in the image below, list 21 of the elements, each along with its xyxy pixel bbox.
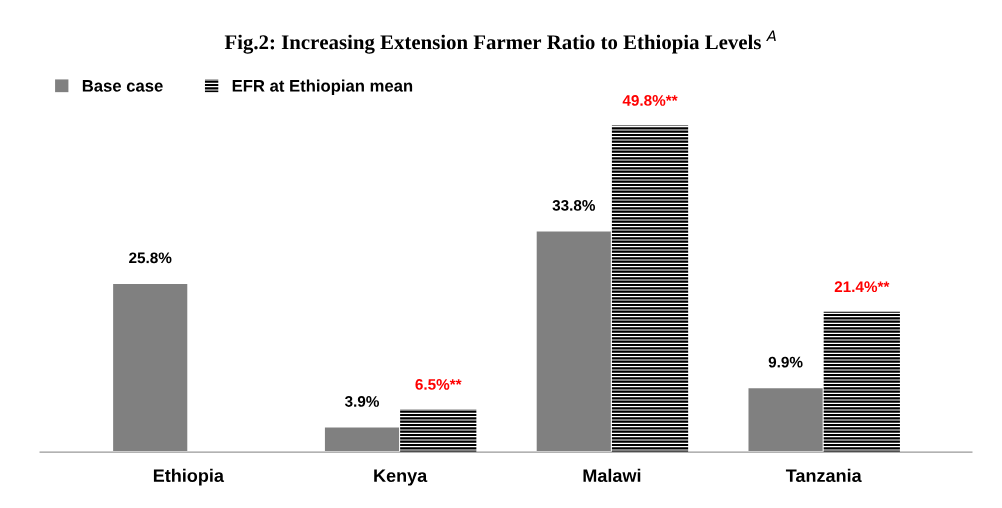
legend-label: Base case	[82, 80, 163, 92]
bar	[111, 281, 190, 453]
data-label: 9.9%	[768, 356, 803, 368]
data-label: 49.8%**	[622, 95, 678, 106]
data-label: 33.8%	[552, 199, 596, 211]
x-tick-label: Malawi	[583, 468, 641, 483]
x-tick-label: Ethiopia	[153, 468, 225, 486]
data-label: 25.8%	[129, 252, 172, 264]
legend-label: EFR at Ethiopian mean	[232, 79, 413, 96]
data-label: 3.9%	[344, 396, 379, 407]
data-label: 21.4%**	[834, 281, 890, 293]
data-label: 6.5%**	[415, 378, 462, 390]
x-tick-label: Tanzania	[785, 468, 862, 483]
bar	[322, 425, 402, 453]
x-tick-label: Kenya	[374, 469, 428, 486]
bar	[534, 229, 613, 453]
bar	[746, 386, 825, 453]
bar	[611, 125, 689, 453]
chart-title: Fig.2: Increasing Extension Farmer Ratio to Ethiopia Levels $^{A}$	[224, 30, 776, 54]
bar	[823, 311, 900, 453]
bar	[400, 409, 477, 453]
